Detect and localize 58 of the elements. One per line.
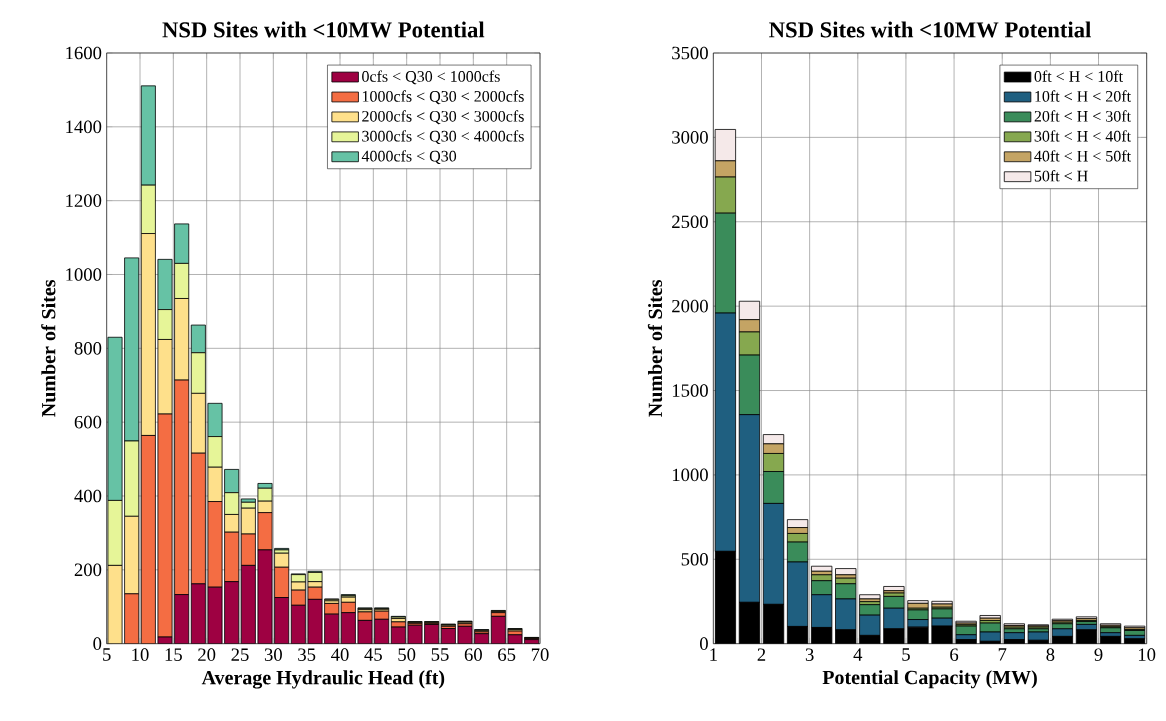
- y-tick-label: 600: [74, 415, 102, 429]
- legend-label: 20ft < H < 30ft: [1034, 110, 1131, 122]
- x-tick-label: 20: [198, 648, 216, 661]
- y-tick-label: 1500: [672, 384, 708, 397]
- y-tick-label: 1000: [672, 468, 708, 482]
- legend-label: 50ft < H: [1034, 170, 1088, 182]
- chart-title: NSD Sites with <10MW Potential: [769, 21, 1091, 38]
- y-tick-label: 2000: [672, 299, 708, 313]
- x-tick-label: 55: [431, 648, 449, 661]
- y-tick-label: 1200: [66, 194, 102, 207]
- y-tick-label: 200: [74, 563, 102, 577]
- x-tick-label: 5: [902, 648, 910, 661]
- x-tick-label: 6: [950, 648, 959, 661]
- y-axis-title: Number of Sites: [647, 279, 663, 417]
- legend-label: 2000cfs < Q30 < 3000cfs: [362, 110, 524, 125]
- x-tick-label: 25: [231, 648, 249, 661]
- x-tick-label: 60: [464, 648, 482, 661]
- x-axis-title: Potential Capacity (MW): [822, 670, 1037, 689]
- x-tick-label: 5: [103, 648, 111, 661]
- legend-label: 40ft < H < 50ft: [1034, 150, 1131, 162]
- y-tick-label: 0: [93, 637, 102, 650]
- x-tick-label: 10: [132, 648, 149, 661]
- y-tick-label: 0: [700, 637, 708, 650]
- x-tick-label: 2: [757, 648, 766, 661]
- y-tick-label: 2500: [672, 215, 708, 229]
- x-tick-label: 10: [1138, 648, 1156, 661]
- x-tick-label: 1: [710, 648, 717, 661]
- x-tick-label: 7: [998, 648, 1007, 661]
- x-tick-label: 8: [1046, 648, 1055, 661]
- x-tick-label: 15: [165, 648, 182, 661]
- y-tick-label: 1600: [66, 46, 102, 60]
- y-axis-title: Number of Sites: [41, 279, 56, 417]
- x-tick-label: 70: [531, 648, 549, 661]
- y-tick-label: 3500: [672, 46, 708, 60]
- x-tick-label: 50: [398, 648, 416, 661]
- legend-label: 4000cfs < Q30: [361, 150, 457, 164]
- x-tick-label: 40: [331, 648, 349, 661]
- x-tick-label: 35: [298, 648, 316, 661]
- y-tick-label: 500: [681, 552, 708, 566]
- y-tick-label: 1400: [66, 120, 102, 134]
- legend-label: 3000cfs < Q30 < 4000cfs: [362, 130, 524, 145]
- legend-label: 30ft < H < 40ft: [1034, 130, 1131, 142]
- y-tick-label: 3000: [672, 131, 708, 144]
- x-tick-label: 65: [498, 648, 516, 661]
- x-axis-title: Average Hydraulic Head (ft): [201, 670, 445, 689]
- chart-title: NSD Sites with <10MW Potential: [162, 21, 485, 38]
- y-tick-label: 400: [74, 489, 102, 503]
- x-tick-label: 9: [1094, 648, 1103, 661]
- x-tick-label: 45: [364, 648, 382, 661]
- y-tick-label: 800: [74, 342, 102, 355]
- y-tick-label: 1000: [66, 268, 102, 281]
- x-tick-label: 4: [853, 648, 863, 661]
- x-tick-label: 30: [264, 648, 282, 661]
- legend-label: 10ft < H < 20ft: [1035, 90, 1131, 102]
- legend-label: 0ft < H < 10ft: [1034, 70, 1123, 82]
- legend-label: 1000cfs < Q30 < 2000cfs: [362, 90, 524, 105]
- x-tick-label: 3: [805, 648, 814, 661]
- legend-label: 0cfs < Q30 < 1000cfs: [362, 70, 500, 85]
